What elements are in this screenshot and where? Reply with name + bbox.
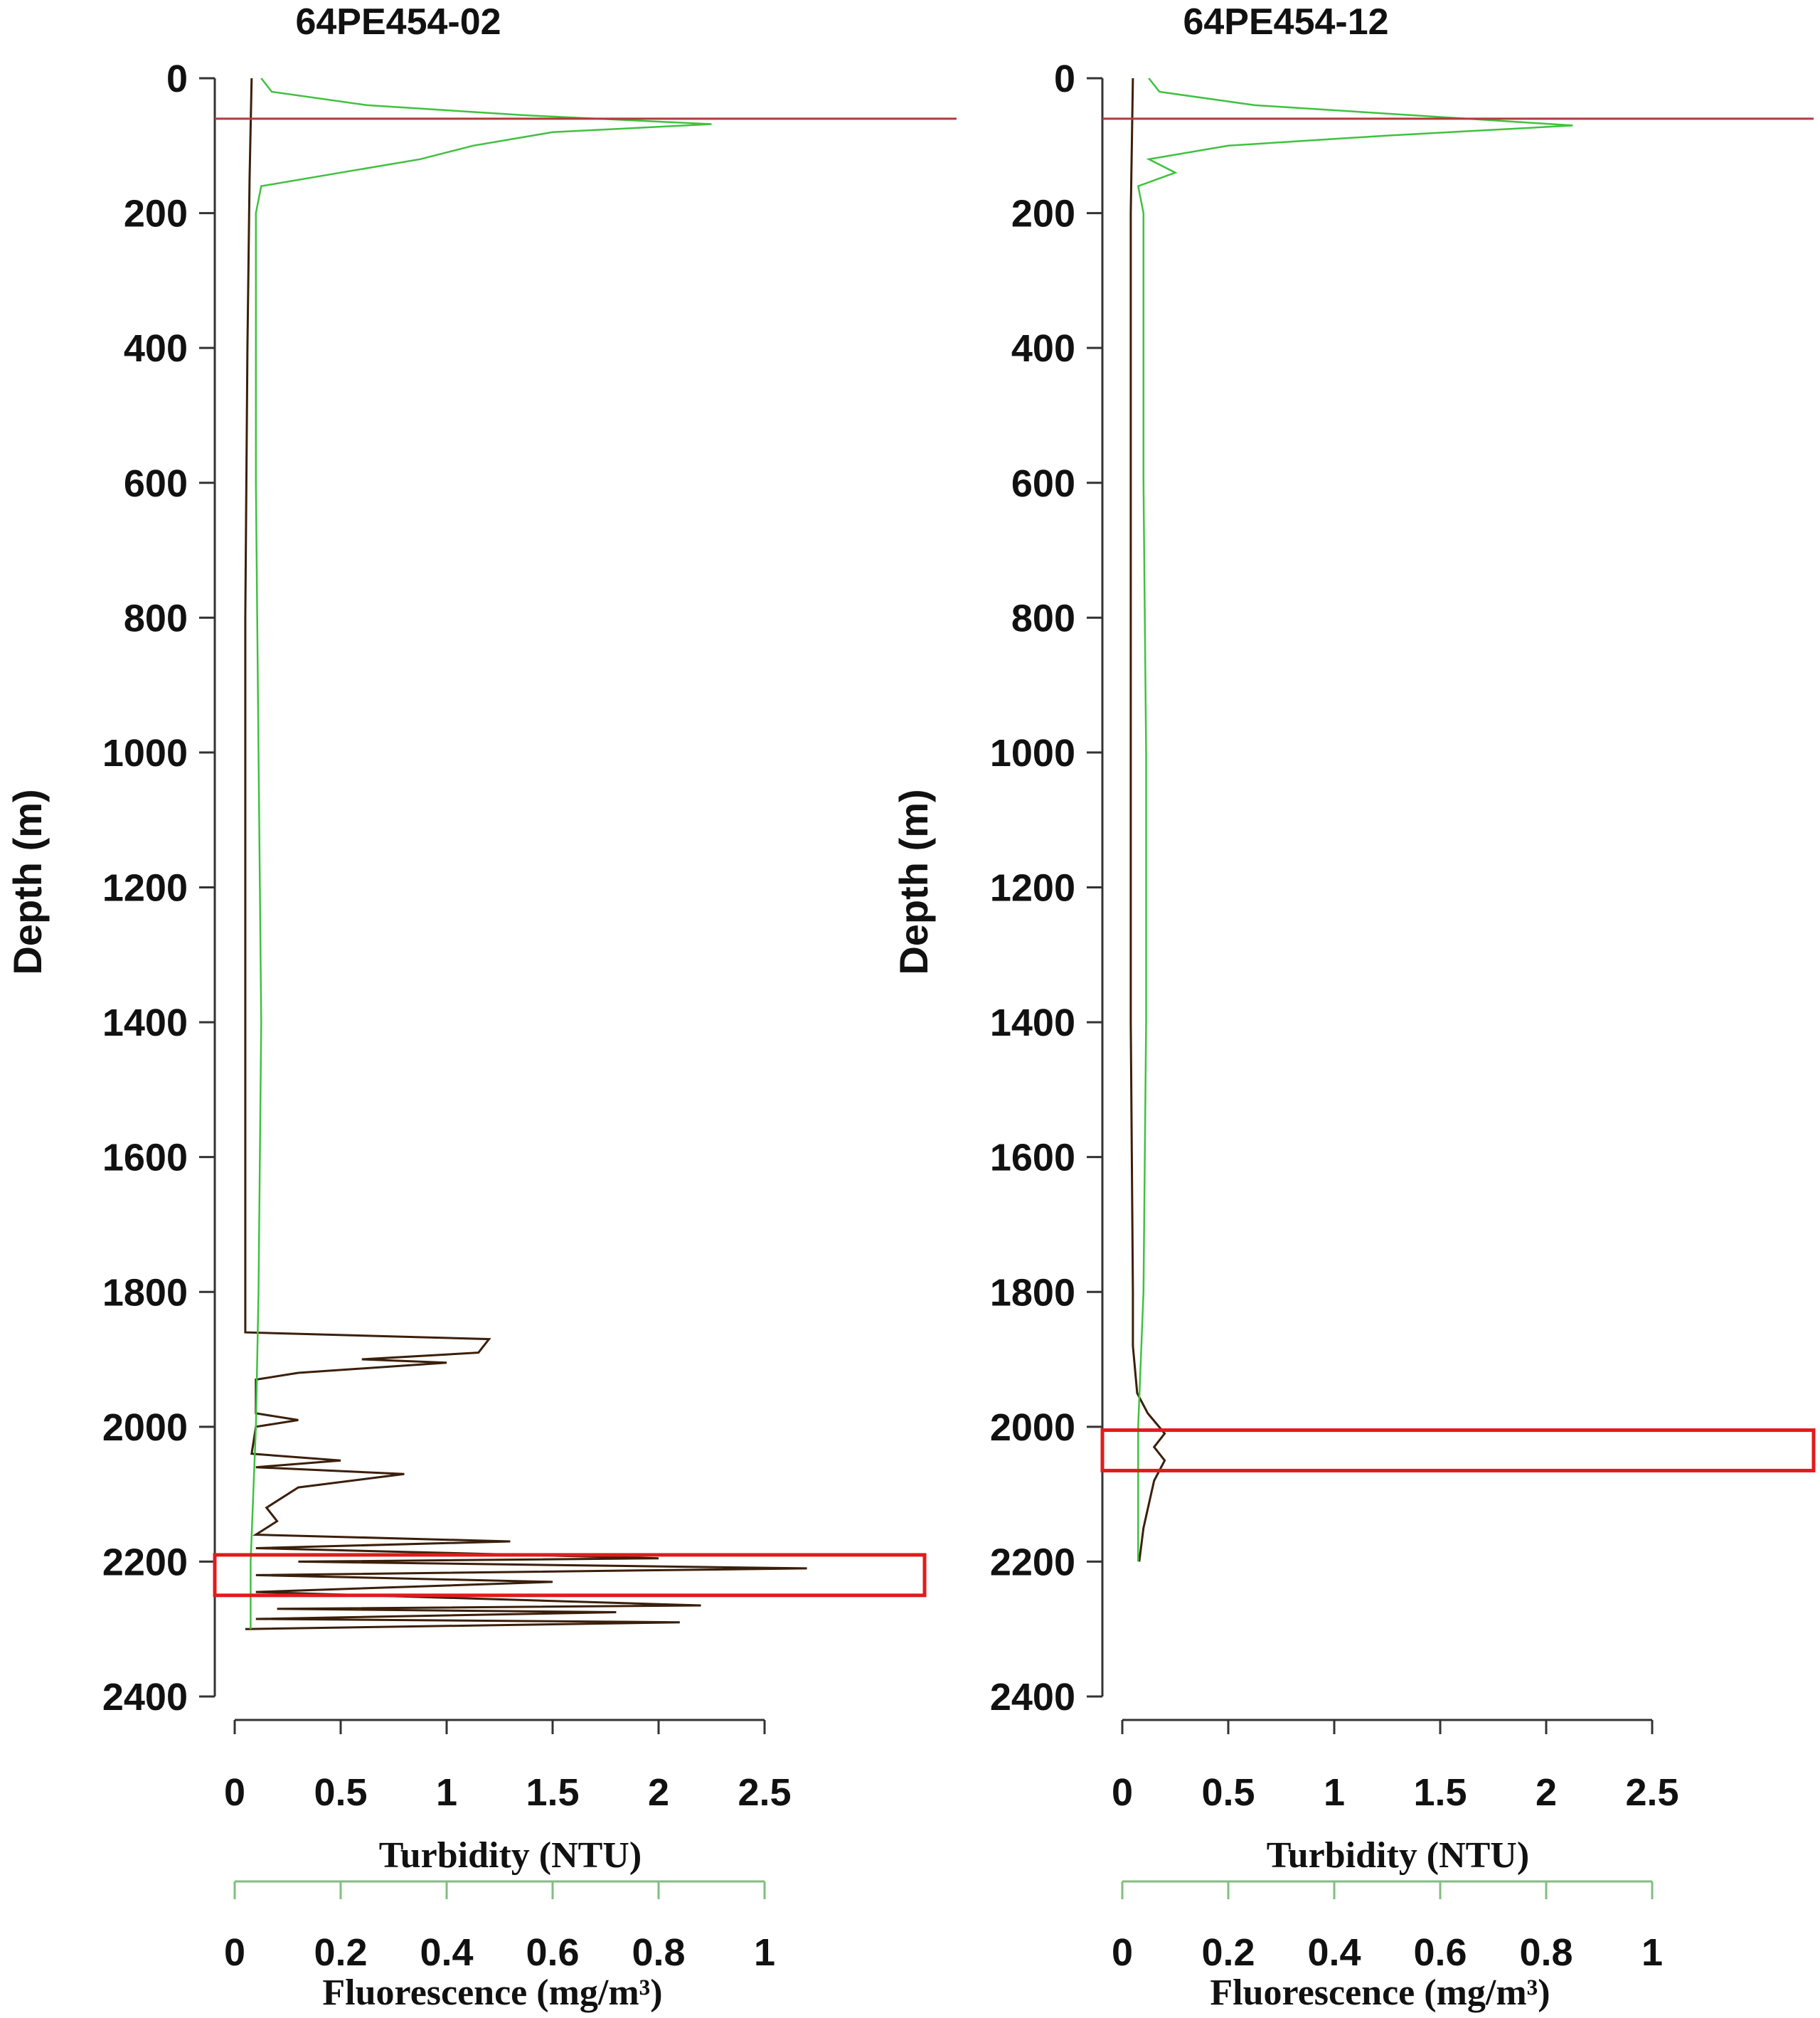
highlight-box	[1100, 1428, 1816, 1472]
y-axis-title: Depth (m)	[5, 789, 50, 975]
fluorescence-tick-label: 0	[224, 1931, 245, 1974]
turbidity-tick-label: 1.5	[526, 1771, 579, 1814]
turbidity-profile-line	[1129, 78, 1166, 1562]
y-tick-label: 0	[1054, 58, 1075, 100]
turbidity-axis-title: Turbidity (NTU)	[1267, 1835, 1529, 1876]
turbidity-tick-label: 1	[436, 1771, 457, 1814]
turbidity-tick-label: 1	[1324, 1771, 1345, 1814]
turbidity-axis-title: Turbidity (NTU)	[379, 1835, 642, 1876]
y-tick-label: 1600	[990, 1137, 1075, 1179]
turbidity-profile-line	[244, 78, 807, 1630]
turbidity-tick-label: 2	[648, 1771, 669, 1814]
y-tick-label: 1200	[990, 867, 1075, 910]
y-tick-label: 2000	[102, 1406, 188, 1449]
fluorescence-profile-line	[250, 78, 712, 1630]
chart-title: 64PE454-12	[1183, 1, 1388, 43]
y-tick-label: 400	[1011, 327, 1075, 370]
y-tick-label: 2000	[990, 1406, 1075, 1449]
turbidity-tick-label: 0.5	[1201, 1771, 1255, 1814]
y-tick-label: 200	[124, 193, 188, 235]
y-tick-label: 1800	[102, 1271, 188, 1314]
highlight-box	[213, 1553, 927, 1598]
y-tick-label: 1400	[102, 1002, 188, 1044]
fluorescence-tick-label: 0.6	[526, 1931, 579, 1974]
y-tick-label: 600	[1011, 462, 1075, 505]
y-tick-label: 2400	[990, 1676, 1075, 1719]
y-tick-label: 1600	[102, 1137, 188, 1179]
y-tick-label: 0	[166, 58, 188, 100]
fluorescence-tick-label: 0.6	[1413, 1931, 1467, 1974]
y-tick-label: 800	[124, 597, 188, 639]
y-tick-label: 600	[124, 462, 188, 505]
fluorescence-tick-label: 0.2	[314, 1931, 367, 1974]
fluorescence-tick-label: 0	[1112, 1931, 1133, 1974]
y-tick-label: 1000	[990, 732, 1075, 775]
y-axis-title: Depth (m)	[891, 789, 936, 975]
y-tick-label: 400	[124, 327, 188, 370]
panel-64PE454-02: 64PE454-02020040060080010001200140016001…	[5, 1, 957, 2013]
y-tick-label: 2200	[102, 1541, 188, 1583]
fluorescence-axis-title: Fluorescence (mg/m³)	[1210, 1972, 1550, 2013]
turbidity-tick-label: 0	[1112, 1771, 1133, 1814]
y-tick-label: 200	[1011, 193, 1075, 235]
turbidity-tick-label: 2.5	[1625, 1771, 1678, 1814]
panel-64PE454-12: 64PE454-12020040060080010001200140016001…	[891, 1, 1816, 2013]
y-tick-label: 1400	[990, 1002, 1075, 1044]
turbidity-tick-label: 0.5	[314, 1771, 367, 1814]
y-tick-label: 2400	[102, 1676, 188, 1719]
turbidity-tick-label: 1.5	[1413, 1771, 1467, 1814]
fluorescence-tick-label: 0.2	[1201, 1931, 1255, 1974]
y-tick-label: 2200	[990, 1541, 1075, 1583]
y-tick-label: 1200	[102, 867, 188, 910]
chart-title: 64PE454-02	[295, 1, 501, 43]
fluorescence-axis-title: Fluorescence (mg/m³)	[322, 1972, 662, 2013]
y-tick-label: 800	[1011, 597, 1075, 639]
fluorescence-tick-label: 0.8	[1519, 1931, 1572, 1974]
turbidity-tick-label: 2	[1536, 1771, 1557, 1814]
fluorescence-tick-label: 1	[1641, 1931, 1663, 1974]
fluorescence-tick-label: 0.4	[1307, 1931, 1361, 1974]
fluorescence-tick-label: 0.4	[420, 1931, 473, 1974]
y-tick-label: 1000	[102, 732, 188, 775]
fluorescence-tick-label: 0.8	[632, 1931, 685, 1974]
fluorescence-profile-line	[1137, 78, 1573, 1562]
turbidity-tick-label: 0	[224, 1771, 245, 1814]
fluorescence-tick-label: 1	[754, 1931, 775, 1974]
y-tick-label: 1800	[990, 1271, 1075, 1314]
turbidity-tick-label: 2.5	[738, 1771, 791, 1814]
